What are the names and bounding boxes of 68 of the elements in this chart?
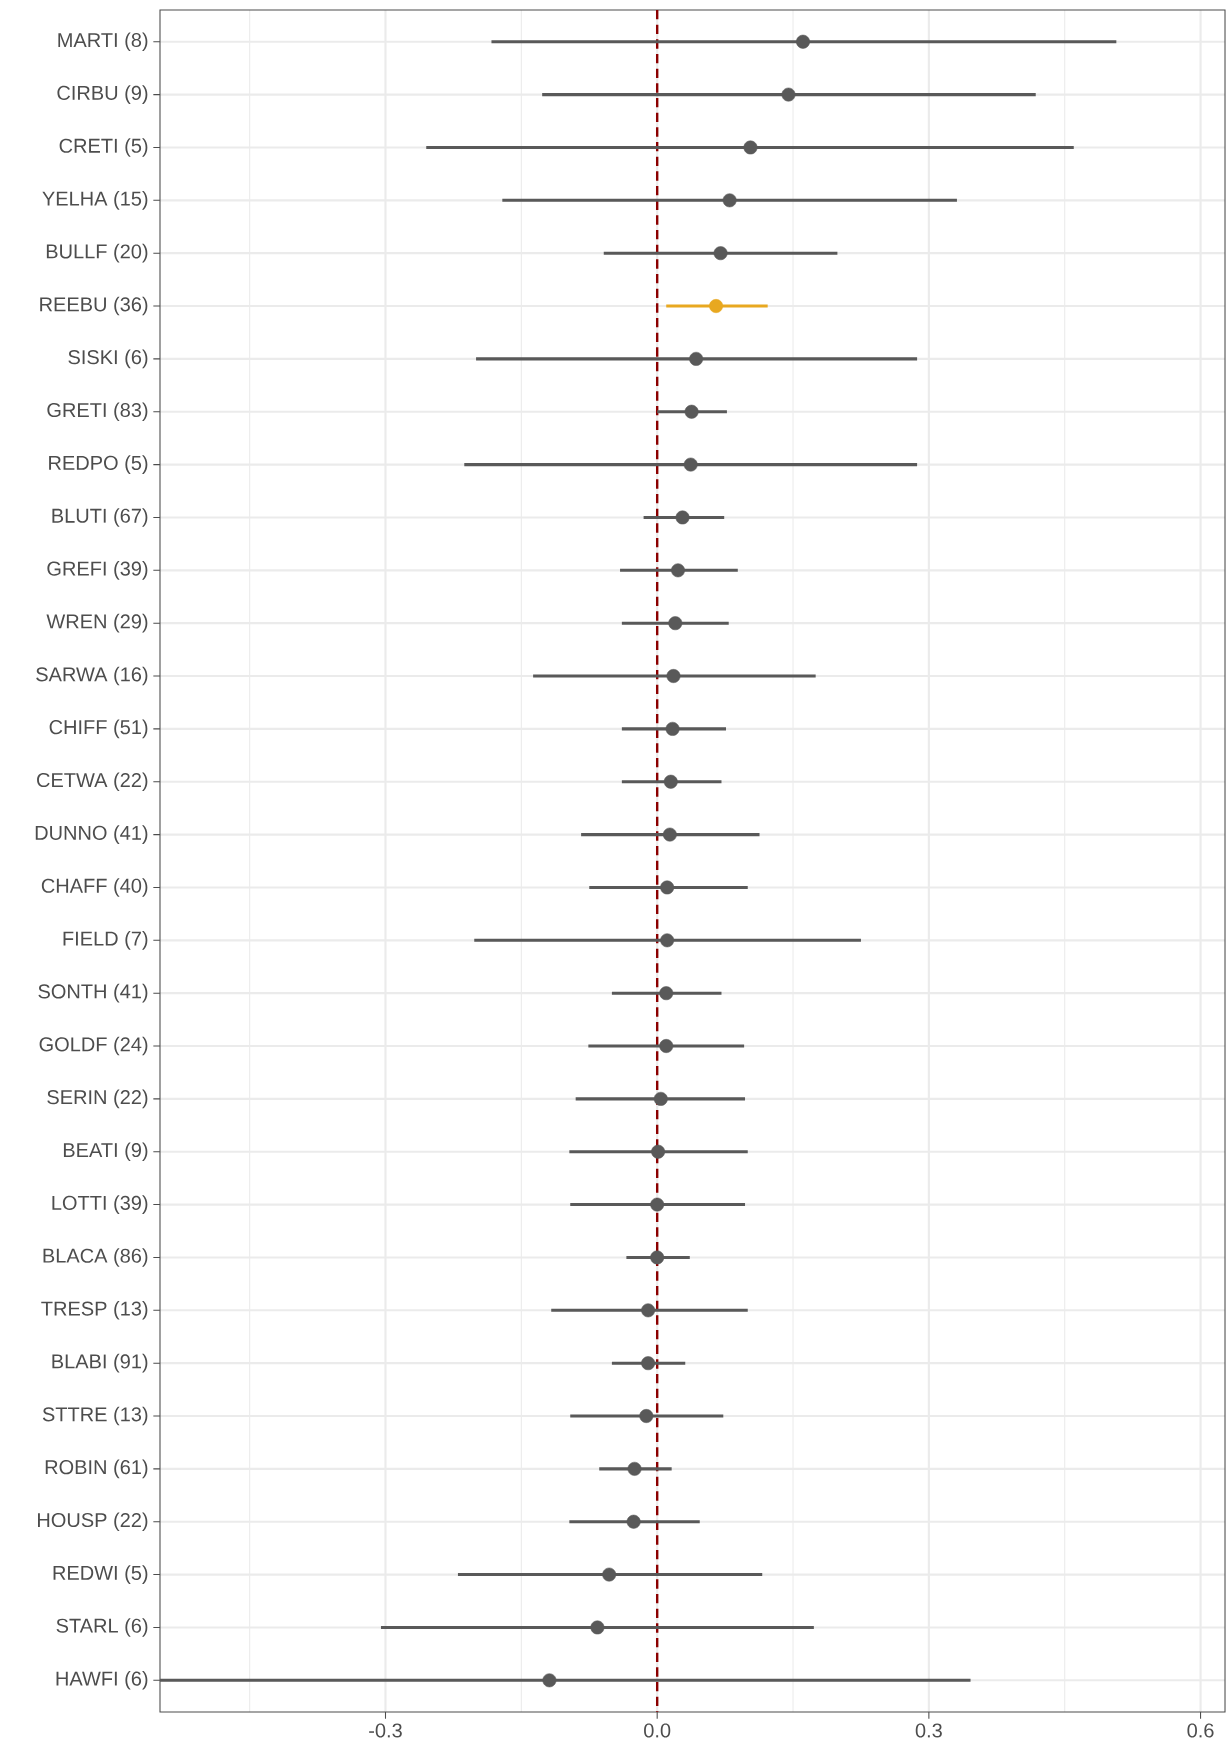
point	[626, 1514, 641, 1529]
y-tick-label: BLUTI (67)	[52, 508, 148, 527]
y-tick-label: ROBIN (61)	[45, 1459, 148, 1479]
point	[641, 1303, 656, 1318]
point	[683, 457, 698, 472]
point	[722, 193, 737, 208]
y-tick-label: MARTI (8)	[58, 32, 148, 52]
point	[653, 1091, 668, 1106]
point	[602, 1567, 617, 1582]
point	[641, 1356, 656, 1371]
y-tick-label: SARWA (16)	[36, 666, 148, 686]
y-tick-label: HAWFI (6)	[56, 1670, 148, 1690]
y-tick-label: HOUSP (22)	[38, 1512, 148, 1532]
point	[666, 669, 681, 683]
y-tick-label: CIRBU (9)	[57, 85, 148, 104]
point	[639, 1409, 654, 1423]
x-tick-label: -0.3	[369, 1723, 402, 1738]
x-tick-label: 0.6	[1187, 1723, 1214, 1738]
point	[542, 1673, 557, 1688]
point	[659, 1039, 674, 1053]
y-tick-label: GREFI (39)	[47, 561, 148, 580]
point	[675, 510, 690, 525]
point	[665, 721, 680, 736]
point	[796, 34, 810, 49]
point	[659, 986, 674, 1001]
point	[689, 351, 704, 366]
y-tick-label: LOTTI (39)	[52, 1195, 148, 1214]
point	[660, 933, 675, 948]
y-tick-label: BLABI (91)	[52, 1353, 148, 1373]
y-tick-label: CRETI (5)	[59, 138, 148, 157]
point	[650, 1197, 665, 1212]
y-tick-label: REEBU (36)	[40, 296, 148, 316]
y-tick-label: GOLDF (24)	[39, 1036, 148, 1056]
y-tick-label: GRETI (83)	[47, 402, 148, 422]
point	[663, 774, 678, 789]
y-tick-label: TRESP (13)	[41, 1300, 148, 1320]
point	[662, 827, 677, 842]
y-tick-label: WREN (29)	[46, 613, 148, 633]
y-tick-label: SISKI (6)	[68, 349, 148, 369]
y-tick-label: REDPO (5)	[49, 455, 148, 474]
x-tick-label: 0.0	[644, 1723, 671, 1738]
point	[660, 880, 675, 895]
point	[781, 87, 796, 102]
y-tick-label: YELHA (15)	[42, 191, 148, 210]
y-tick-label: BEATI (9)	[63, 1142, 148, 1162]
point	[671, 563, 685, 578]
y-tick-label: SERIN (22)	[47, 1089, 148, 1109]
y-tick-label: REDWI (5)	[53, 1565, 148, 1584]
point	[709, 299, 723, 313]
point	[713, 246, 728, 261]
point	[743, 140, 758, 155]
y-tick-label: FIELD (7)	[63, 930, 148, 950]
y-tick-label: STTRE (13)	[42, 1406, 148, 1426]
point	[668, 616, 683, 631]
y-tick-label: BULLF (20)	[46, 243, 148, 263]
y-tick-label: BLACA (86)	[43, 1248, 148, 1267]
y-tick-label: CHAFF (40)	[41, 878, 148, 897]
point	[650, 1250, 665, 1265]
y-tick-label: SONTH (41)	[38, 983, 148, 1003]
y-tick-label: STARL (6)	[56, 1618, 148, 1637]
y-tick-label: CETWA (22)	[37, 772, 148, 792]
point	[651, 1144, 666, 1159]
point	[627, 1461, 642, 1476]
x-tick-label: 0.3	[915, 1723, 942, 1738]
y-tick-label: DUNNO (41)	[35, 825, 148, 844]
point	[684, 404, 699, 419]
y-tick-label: CHIFF (51)	[49, 719, 148, 739]
point	[590, 1620, 605, 1635]
